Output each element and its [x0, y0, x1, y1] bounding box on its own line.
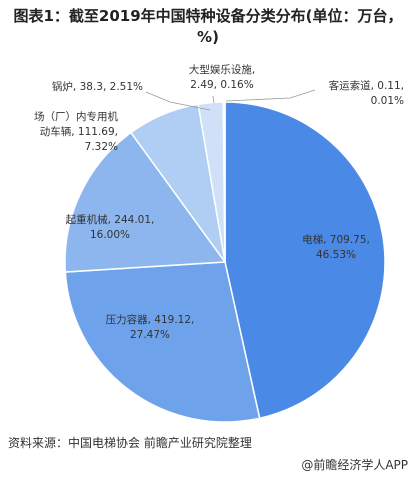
chart-title: 图表1：截至2019年中国特种设备分类分布(单位：万台，%)	[13, 7, 403, 46]
data-label-line: 2.49, 0.16%	[190, 79, 253, 91]
data-label-line: 46.53%	[316, 249, 356, 261]
data-label-line: 动车辆, 111.69,	[40, 125, 118, 138]
data-label-line: 起重机械, 244.01,	[66, 213, 155, 226]
data-label: 客运索道, 0.11, 0.01%	[329, 79, 404, 107]
data-label-line: 锅炉, 38.3, 2.51%	[52, 81, 143, 93]
data-label: 压力容器, 419.12, 27.47%	[106, 313, 195, 341]
footer: @前瞻经济学人APP	[301, 458, 408, 472]
data-label-line: 0.01%	[371, 95, 404, 107]
data-label-line: 场（厂）内专用机	[34, 110, 118, 123]
data-label: 锅炉, 38.3, 2.51%	[52, 81, 143, 93]
leader-lines	[145, 89, 316, 111]
data-label: 电梯, 709.75, 46.53%	[302, 233, 370, 261]
leader-line	[145, 91, 211, 111]
data-label-line: 16.00%	[90, 229, 130, 241]
data-label-line: 27.47%	[130, 329, 170, 341]
pie-slice	[64, 131, 227, 273]
pie-slice	[224, 101, 386, 420]
data-label-line: 大型娱乐设施,	[189, 63, 255, 76]
data-label: 大型娱乐设施, 2.49, 0.16%	[189, 63, 255, 91]
data-label-line: 7.32%	[85, 141, 118, 153]
leader-line	[212, 95, 215, 104]
data-label: 场（厂）内专用机动车辆, 111.69, 7.32%	[34, 110, 118, 153]
data-label: 起重机械, 244.01, 16.00%	[66, 213, 155, 241]
data-label-line: 压力容器, 419.12,	[106, 313, 195, 326]
leader-line	[225, 89, 316, 102]
source: 资料来源：中国电梯协会 前瞻产业研究院整理	[8, 436, 252, 450]
data-label-line: 客运索道, 0.11,	[329, 79, 404, 92]
data-label-line: 电梯, 709.75,	[302, 233, 370, 246]
pie-slice	[64, 261, 261, 423]
